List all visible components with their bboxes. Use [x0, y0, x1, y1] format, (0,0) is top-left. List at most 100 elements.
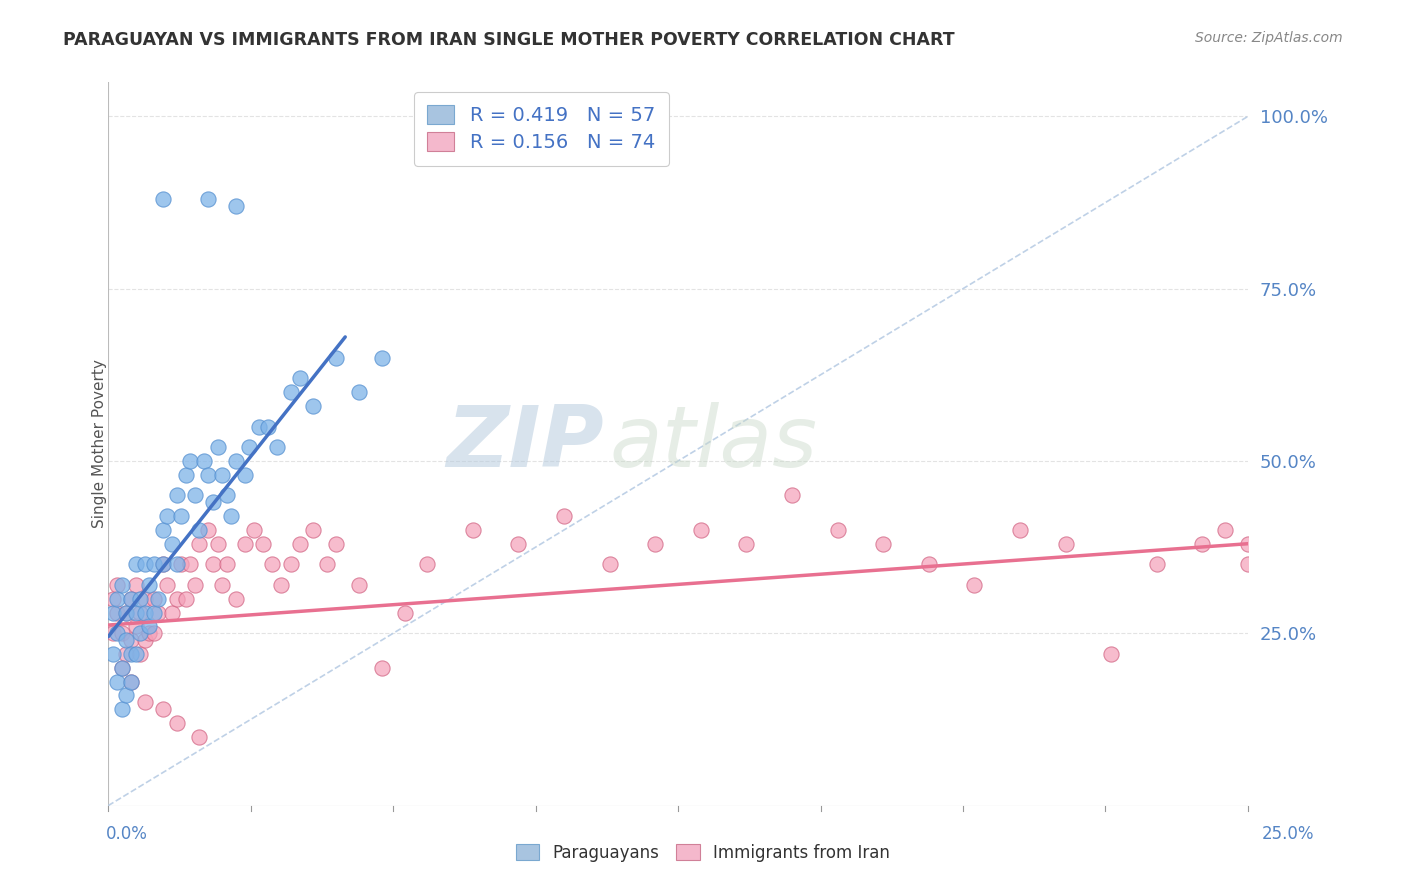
Point	[202, 558, 225, 572]
Point	[179, 558, 201, 572]
Point	[105, 578, 128, 592]
Text: 0.0%: 0.0%	[105, 825, 148, 843]
Text: Source: ZipAtlas.com: Source: ZipAtlas.com	[1195, 31, 1343, 45]
Point	[347, 385, 370, 400]
Point	[152, 523, 174, 537]
Point	[288, 537, 311, 551]
Point	[101, 647, 124, 661]
Point	[170, 558, 193, 572]
Point	[1146, 558, 1168, 572]
Point	[111, 661, 134, 675]
Point	[184, 488, 207, 502]
Point	[1237, 558, 1260, 572]
Point	[270, 578, 292, 592]
Point	[1191, 537, 1213, 551]
Point	[197, 467, 219, 482]
Point	[1008, 523, 1031, 537]
Point	[120, 591, 142, 606]
Point	[120, 674, 142, 689]
Point	[152, 192, 174, 206]
Point	[302, 523, 325, 537]
Point	[160, 537, 183, 551]
Point	[170, 509, 193, 524]
Point	[553, 509, 575, 524]
Point	[316, 558, 339, 572]
Point	[115, 633, 138, 648]
Point	[644, 537, 666, 551]
Point	[1237, 537, 1260, 551]
Point	[325, 537, 347, 551]
Point	[252, 537, 274, 551]
Point	[142, 606, 165, 620]
Point	[233, 467, 256, 482]
Point	[207, 537, 229, 551]
Point	[105, 591, 128, 606]
Point	[247, 419, 270, 434]
Point	[872, 537, 894, 551]
Point	[827, 523, 849, 537]
Point	[111, 702, 134, 716]
Point	[115, 647, 138, 661]
Point	[179, 454, 201, 468]
Point	[243, 523, 266, 537]
Point	[280, 385, 302, 400]
Point	[134, 558, 156, 572]
Point	[1099, 647, 1122, 661]
Point	[215, 558, 238, 572]
Point	[129, 591, 152, 606]
Point	[124, 619, 146, 633]
Point	[115, 606, 138, 620]
Point	[105, 626, 128, 640]
Point	[120, 647, 142, 661]
Point	[142, 558, 165, 572]
Point	[105, 606, 128, 620]
Point	[174, 467, 197, 482]
Point	[188, 523, 211, 537]
Legend: Paraguayans, Immigrants from Iran: Paraguayans, Immigrants from Iran	[508, 836, 898, 871]
Point	[120, 674, 142, 689]
Point	[1054, 537, 1077, 551]
Point	[225, 199, 247, 213]
Point	[963, 578, 986, 592]
Point	[211, 578, 233, 592]
Point	[238, 440, 260, 454]
Point	[166, 488, 188, 502]
Point	[1213, 523, 1236, 537]
Point	[288, 371, 311, 385]
Point	[211, 467, 233, 482]
Point	[134, 606, 156, 620]
Point	[302, 399, 325, 413]
Point	[461, 523, 484, 537]
Point	[120, 591, 142, 606]
Point	[124, 558, 146, 572]
Point	[174, 591, 197, 606]
Point	[142, 626, 165, 640]
Point	[370, 351, 392, 365]
Point	[129, 647, 152, 661]
Point	[184, 578, 207, 592]
Text: 25.0%: 25.0%	[1263, 825, 1315, 843]
Point	[215, 488, 238, 502]
Point	[233, 537, 256, 551]
Point	[138, 626, 160, 640]
Y-axis label: Single Mother Poverty: Single Mother Poverty	[93, 359, 107, 528]
Point	[347, 578, 370, 592]
Point	[115, 606, 138, 620]
Point	[124, 578, 146, 592]
Point	[202, 495, 225, 509]
Point	[689, 523, 711, 537]
Point	[101, 606, 124, 620]
Text: atlas: atlas	[610, 402, 818, 485]
Point	[152, 558, 174, 572]
Point	[370, 661, 392, 675]
Point	[416, 558, 439, 572]
Point	[225, 454, 247, 468]
Point	[166, 591, 188, 606]
Point	[101, 626, 124, 640]
Point	[156, 578, 179, 592]
Point	[101, 591, 124, 606]
Point	[138, 619, 160, 633]
Text: PARAGUAYAN VS IMMIGRANTS FROM IRAN SINGLE MOTHER POVERTY CORRELATION CHART: PARAGUAYAN VS IMMIGRANTS FROM IRAN SINGL…	[63, 31, 955, 49]
Point	[280, 558, 302, 572]
Point	[918, 558, 941, 572]
